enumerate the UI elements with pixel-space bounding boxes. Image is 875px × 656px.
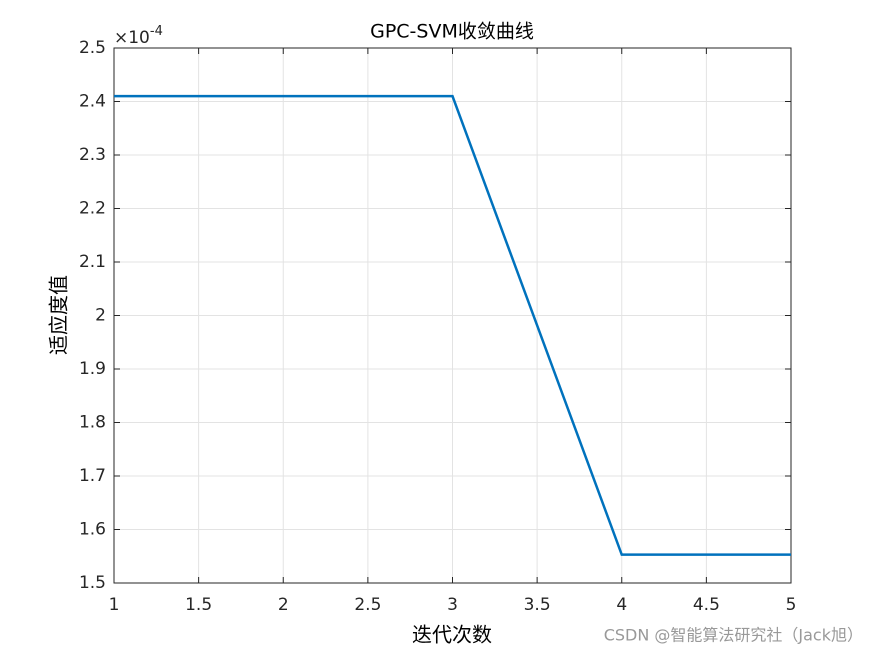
y-tick-label: 2.1	[79, 252, 106, 272]
y-multiplier-base: ×10	[114, 28, 150, 48]
x-tick-label: 4.5	[693, 595, 720, 615]
y-tick-label: 2.2	[79, 199, 106, 219]
x-axis-label: 迭代次数	[412, 623, 492, 647]
y-tick-label: 2.3	[79, 145, 106, 165]
y-tick-label: 1.8	[79, 413, 106, 433]
watermark: CSDN @智能算法研究社（Jack旭）	[604, 626, 863, 645]
axes-box	[113, 47, 792, 584]
y-tick-label: 1.5	[79, 573, 106, 593]
x-tick-label: 2.5	[354, 595, 381, 615]
y-multiplier: ×10-4	[114, 24, 163, 49]
y-tick-label: 2.4	[79, 92, 106, 112]
x-tick-label: 3	[447, 595, 458, 615]
line-series	[114, 94, 791, 556]
y-tick-label: 2	[95, 306, 106, 326]
x-tick-label: 4	[616, 595, 627, 615]
x-tick-label: 2	[278, 595, 289, 615]
y-multiplier-exponent: -4	[150, 24, 163, 39]
chart-title: GPC-SVM收敛曲线	[370, 21, 534, 43]
x-tick-label: 3.5	[524, 595, 551, 615]
y-tick-label: 1.9	[79, 359, 106, 379]
x-tick-label: 1.5	[185, 595, 212, 615]
y-tick-label: 1.6	[79, 520, 106, 540]
y-tick-label: 2.5	[79, 38, 106, 58]
x-tick-label: 5	[786, 595, 797, 615]
x-tick-label: 1	[109, 595, 120, 615]
y-tick-label: 1.7	[79, 466, 106, 486]
y-axis-label: 适应度值	[47, 275, 71, 355]
